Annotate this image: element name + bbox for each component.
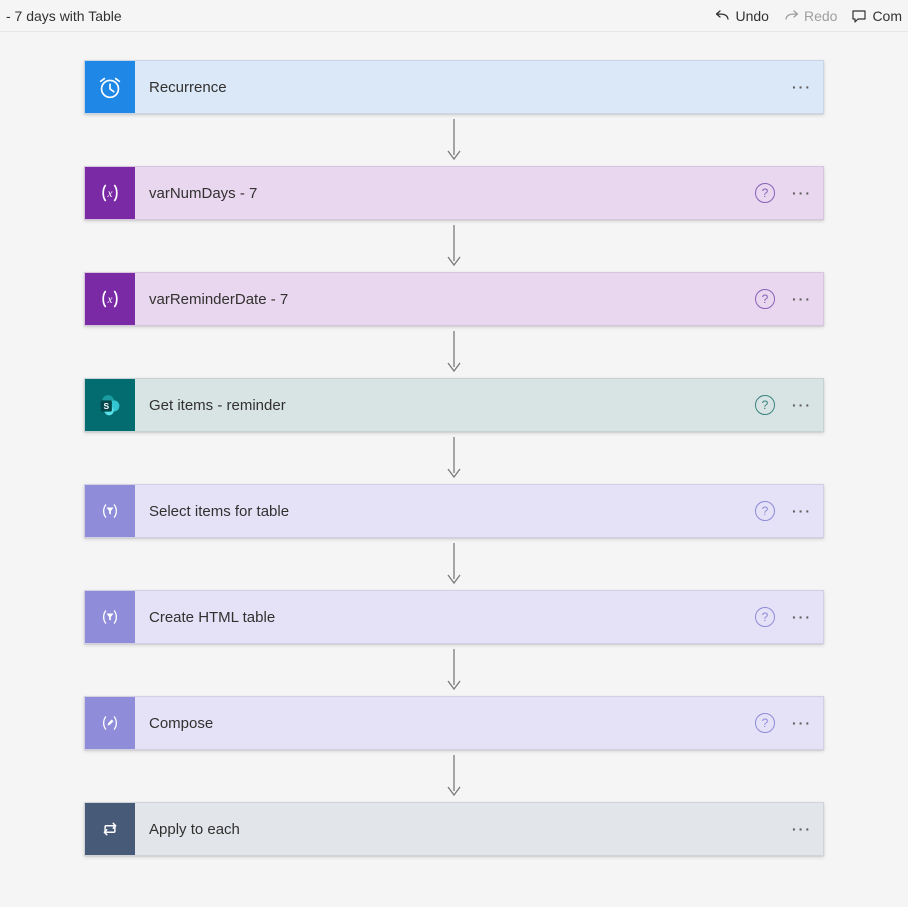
ellipsis-icon[interactable]: ··· <box>785 503 823 519</box>
variable-icon: x <box>85 167 135 219</box>
step-get-items[interactable]: S Get items - reminder ? ··· <box>84 378 824 432</box>
connector-arrow <box>444 114 464 166</box>
toolbar-actions: Undo Redo Com <box>715 8 903 24</box>
svg-text:x: x <box>107 188 113 200</box>
step-label: varNumDays - 7 <box>135 185 755 202</box>
ellipsis-icon[interactable]: ··· <box>785 609 823 625</box>
top-toolbar: - 7 days with Table Undo Redo Com <box>0 0 908 32</box>
sharepoint-icon: S <box>85 379 135 431</box>
ellipsis-icon[interactable]: ··· <box>785 185 823 201</box>
ellipsis-icon[interactable]: ··· <box>785 715 823 731</box>
step-label: Select items for table <box>135 503 755 520</box>
ellipsis-icon[interactable]: ··· <box>785 79 823 95</box>
connector-arrow <box>444 220 464 272</box>
flow-title-fragment: - 7 days with Table <box>6 8 715 24</box>
comments-label: Com <box>872 8 902 24</box>
connector-arrow <box>444 538 464 590</box>
ellipsis-icon[interactable]: ··· <box>785 291 823 307</box>
help-icon[interactable]: ? <box>755 501 775 521</box>
filter-icon <box>85 485 135 537</box>
undo-icon <box>715 8 731 24</box>
step-var-num-days[interactable]: x varNumDays - 7 ? ··· <box>84 166 824 220</box>
step-label: Recurrence <box>135 79 785 96</box>
compose-icon <box>85 697 135 749</box>
connector-arrow <box>444 644 464 696</box>
comments-button[interactable]: Com <box>851 8 902 24</box>
help-icon[interactable]: ? <box>755 607 775 627</box>
svg-text:S: S <box>103 401 109 411</box>
step-label: Apply to each <box>135 821 785 838</box>
help-icon[interactable]: ? <box>755 713 775 733</box>
ellipsis-icon[interactable]: ··· <box>785 821 823 837</box>
loop-icon <box>85 803 135 855</box>
step-label: varReminderDate - 7 <box>135 291 755 308</box>
redo-button: Redo <box>783 8 837 24</box>
connector-arrow <box>444 750 464 802</box>
redo-icon <box>783 8 799 24</box>
step-label: Compose <box>135 715 755 732</box>
filter-icon <box>85 591 135 643</box>
step-select-items[interactable]: Select items for table ? ··· <box>84 484 824 538</box>
connector-arrow <box>444 432 464 484</box>
help-icon[interactable]: ? <box>755 395 775 415</box>
redo-label: Redo <box>804 8 837 24</box>
step-var-reminder-date[interactable]: x varReminderDate - 7 ? ··· <box>84 272 824 326</box>
help-icon[interactable]: ? <box>755 183 775 203</box>
undo-button[interactable]: Undo <box>715 8 769 24</box>
step-apply-to-each[interactable]: Apply to each ··· <box>84 802 824 856</box>
step-compose[interactable]: Compose ? ··· <box>84 696 824 750</box>
clock-icon <box>85 61 135 113</box>
variable-icon: x <box>85 273 135 325</box>
comment-icon <box>851 8 867 24</box>
connector-arrow <box>444 326 464 378</box>
flow-canvas: Recurrence ··· x varNumDays - 7 ? ··· x … <box>0 32 908 856</box>
svg-text:x: x <box>107 294 113 306</box>
ellipsis-icon[interactable]: ··· <box>785 397 823 413</box>
step-create-html-table[interactable]: Create HTML table ? ··· <box>84 590 824 644</box>
step-recurrence[interactable]: Recurrence ··· <box>84 60 824 114</box>
step-label: Get items - reminder <box>135 397 755 414</box>
undo-label: Undo <box>736 8 769 24</box>
step-label: Create HTML table <box>135 609 755 626</box>
help-icon[interactable]: ? <box>755 289 775 309</box>
